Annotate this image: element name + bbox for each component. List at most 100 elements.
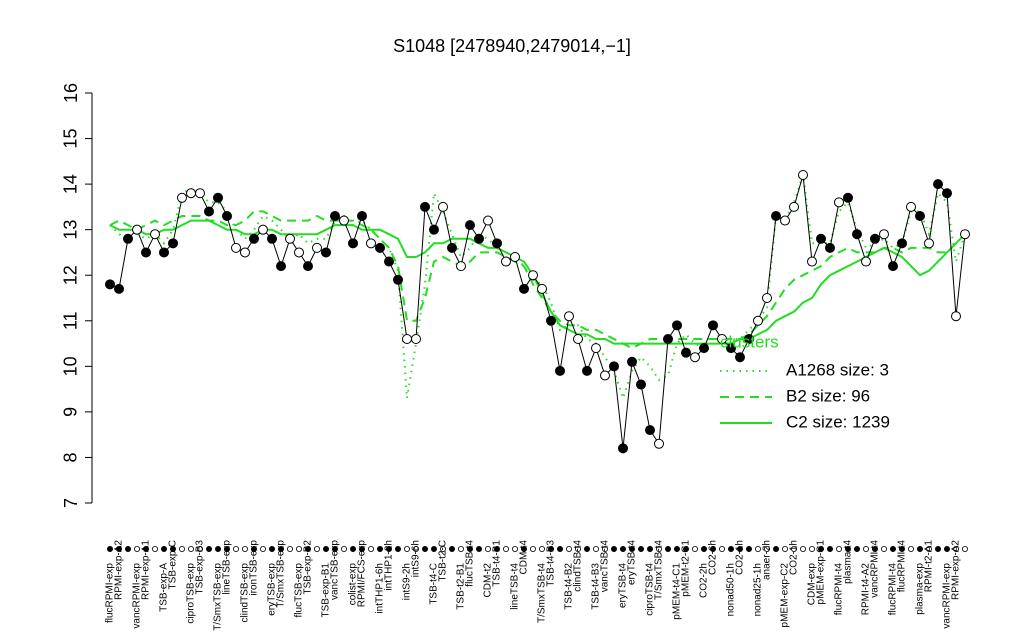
- x-tick-label: RPMI-exp-A2: [951, 540, 962, 600]
- category-marker: [331, 546, 338, 553]
- x-tick-label: CO2-2h: [699, 563, 710, 598]
- data-point: [114, 283, 124, 294]
- x-tick-label: lineTSB-exp: [222, 540, 233, 595]
- data-point: [303, 261, 313, 272]
- x-tick-label: pMEM-t4-C1: [672, 563, 683, 620]
- data-point: [852, 229, 862, 240]
- x-tick-label: pMEM-exp-C1: [816, 540, 827, 605]
- category-marker: [439, 546, 446, 553]
- data-point: [861, 256, 871, 267]
- data-point: [537, 283, 547, 294]
- category-marker: [629, 546, 636, 553]
- category-marker: [692, 546, 699, 553]
- category-marker: [935, 546, 942, 553]
- x-tick-label: intS9-6h: [411, 540, 422, 577]
- data-point: [681, 347, 691, 358]
- x-tick-label: TSB-t4-B1: [492, 540, 503, 587]
- category-marker: [241, 546, 248, 553]
- data-point: [474, 233, 484, 244]
- category-marker: [683, 546, 690, 553]
- category-marker: [719, 546, 726, 553]
- category-marker: [611, 546, 618, 553]
- data-point: [636, 379, 646, 390]
- data-point: [933, 179, 943, 190]
- category-marker: [818, 546, 825, 553]
- category-marker: [421, 546, 428, 553]
- data-point: [483, 215, 493, 226]
- category-marker: [638, 546, 645, 553]
- x-tick-label: TSB-t4-C: [429, 563, 440, 605]
- data-point: [942, 188, 952, 199]
- data-point: [150, 229, 160, 240]
- data-point: [510, 252, 520, 262]
- category-marker: [926, 546, 933, 553]
- data-point: [879, 229, 889, 240]
- x-tick-label: lineTSB-t4: [510, 563, 521, 610]
- category-marker: [584, 546, 591, 553]
- x-tick-label: eryTSB-exp: [267, 563, 278, 616]
- data-point: [843, 192, 853, 203]
- x-tick-label: vancTSB-t4: [600, 540, 611, 593]
- category-marker: [791, 546, 798, 553]
- category-marker: [953, 546, 960, 553]
- data-point: [357, 211, 367, 221]
- chart-title: S1048 [2478940,2479014,−1]: [393, 36, 631, 56]
- x-tick-label: flucRPMI-exp: [105, 563, 116, 623]
- data-point: [492, 238, 502, 249]
- x-tick-label: intS9-2h: [402, 563, 413, 600]
- x-tick-label: pMEM-exp-C2: [780, 563, 791, 628]
- category-marker: [872, 546, 879, 553]
- data-point: [384, 256, 394, 267]
- category-marker: [367, 546, 374, 553]
- category-marker: [196, 546, 203, 553]
- category-marker: [539, 546, 546, 553]
- x-tick-label: RPMI/FCS-exp: [357, 540, 368, 608]
- data-point: [699, 343, 709, 354]
- data-point: [195, 188, 205, 199]
- x-tick-label: CO2-1h: [789, 540, 800, 575]
- category-marker: [881, 546, 888, 553]
- x-tick-label: vancRPMI-t4: [870, 540, 881, 598]
- category-marker: [656, 546, 663, 553]
- category-marker: [232, 546, 239, 553]
- data-point: [276, 261, 286, 272]
- category-marker: [151, 546, 158, 553]
- y-tick-label: 12: [61, 265, 81, 285]
- data-point: [159, 247, 169, 258]
- data-point: [330, 211, 340, 221]
- category-marker: [827, 546, 834, 553]
- category-marker: [773, 546, 780, 553]
- category-marker: [223, 546, 230, 553]
- data-point: [726, 343, 736, 354]
- x-tick-label: TSB-t4-B2: [564, 563, 575, 610]
- x-tick-label: TSB-exp-C: [168, 540, 179, 589]
- category-marker: [548, 546, 555, 553]
- data-point: [798, 170, 808, 180]
- category-marker: [394, 546, 401, 553]
- x-tick-label: nonad25-1h: [753, 563, 764, 616]
- category-marker: [430, 546, 437, 553]
- x-tick-label: intTHP1-2h: [384, 540, 395, 591]
- category-marker: [502, 546, 509, 553]
- data-point: [609, 361, 619, 372]
- category-marker: [575, 546, 582, 553]
- category-marker: [214, 546, 221, 553]
- data-point: [456, 261, 466, 272]
- y-tick-label: 9: [61, 407, 81, 417]
- data-point: [573, 334, 583, 344]
- data-point: [294, 247, 304, 258]
- data-point: [663, 334, 673, 344]
- y-tick-label: 7: [61, 498, 81, 508]
- data-point: [897, 238, 907, 249]
- category-marker: [845, 546, 852, 553]
- category-marker: [674, 546, 681, 553]
- x-tick-label: TSB-exp-B3: [195, 540, 206, 595]
- x-tick-label: TSB-t4-B3: [591, 563, 602, 610]
- category-marker: [277, 546, 284, 553]
- data-point: [753, 315, 763, 326]
- data-point: [762, 293, 772, 303]
- x-tick-label: eryTSB-t4: [618, 563, 629, 608]
- x-tick-label: flucRPMI-t4: [888, 563, 899, 616]
- category-marker: [205, 546, 212, 553]
- category-marker: [665, 546, 672, 553]
